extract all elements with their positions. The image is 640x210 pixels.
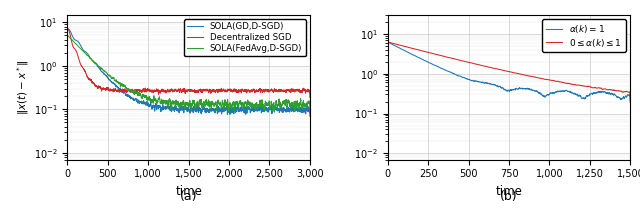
SOLA(GD,D-SGD) bbox=[306, 115, 314, 117]
SOLA(GD,D-SGD) bbox=[275, 108, 283, 111]
$\alpha(k) = 1$ bbox=[492, 84, 500, 87]
SOLA(FedAvg,D-SGD) bbox=[275, 98, 283, 101]
X-axis label: time: time bbox=[495, 185, 522, 198]
Line: $\alpha(k) = 1$: $\alpha(k) = 1$ bbox=[388, 42, 630, 102]
SOLA(FedAvg,D-SGD) bbox=[91, 61, 99, 64]
Decentralized SGD bbox=[301, 89, 309, 92]
Decentralized SGD bbox=[63, 27, 71, 30]
Decentralized SGD bbox=[106, 89, 113, 92]
$\alpha(k) = 1$ bbox=[627, 101, 634, 104]
SOLA(FedAvg,D-SGD) bbox=[225, 111, 232, 113]
$0 \leq \alpha(k) \leq 1$ bbox=[627, 99, 634, 102]
Legend: SOLA(GD,D-SGD), Decentralized SGD, SOLA(FedAvg,D-SGD): SOLA(GD,D-SGD), Decentralized SGD, SOLA(… bbox=[184, 19, 306, 56]
SOLA(GD,D-SGD) bbox=[167, 105, 175, 107]
SOLA(FedAvg,D-SGD) bbox=[167, 102, 175, 105]
$0 \leq \alpha(k) \leq 1$ bbox=[385, 41, 392, 43]
SOLA(GD,D-SGD) bbox=[106, 79, 113, 81]
SOLA(FedAvg,D-SGD) bbox=[306, 110, 314, 113]
Text: (a): (a) bbox=[180, 190, 197, 203]
SOLA(FedAvg,D-SGD) bbox=[106, 74, 113, 76]
$\alpha(k) = 1$ bbox=[522, 87, 530, 90]
SOLA(FedAvg,D-SGD) bbox=[301, 105, 309, 108]
Line: $0 \leq \alpha(k) \leq 1$: $0 \leq \alpha(k) \leq 1$ bbox=[388, 42, 630, 100]
$\alpha(k) = 1$ bbox=[496, 85, 504, 88]
Line: Decentralized SGD: Decentralized SGD bbox=[67, 28, 310, 97]
$0 \leq \alpha(k) \leq 1$ bbox=[522, 74, 530, 77]
$\alpha(k) = 1$ bbox=[403, 50, 410, 53]
Decentralized SGD bbox=[63, 40, 71, 43]
Line: SOLA(GD,D-SGD): SOLA(GD,D-SGD) bbox=[67, 29, 310, 116]
Decentralized SGD bbox=[91, 84, 99, 87]
Y-axis label: $\|x(t) - x^*\|$: $\|x(t) - x^*\|$ bbox=[15, 59, 31, 115]
$\alpha(k) = 1$ bbox=[487, 83, 495, 85]
Decentralized SGD bbox=[275, 90, 283, 93]
SOLA(GD,D-SGD) bbox=[91, 62, 99, 65]
SOLA(GD,D-SGD) bbox=[63, 28, 71, 30]
Legend: $\alpha(k) = 1$, $0 \leq \alpha(k) \leq 1$: $\alpha(k) = 1$, $0 \leq \alpha(k) \leq … bbox=[542, 19, 626, 52]
Decentralized SGD bbox=[157, 91, 164, 94]
Text: (b): (b) bbox=[500, 190, 518, 203]
Line: SOLA(FedAvg,D-SGD): SOLA(FedAvg,D-SGD) bbox=[67, 35, 310, 112]
SOLA(FedAvg,D-SGD) bbox=[157, 101, 164, 104]
SOLA(FedAvg,D-SGD) bbox=[63, 47, 71, 50]
X-axis label: time: time bbox=[175, 185, 202, 198]
SOLA(GD,D-SGD) bbox=[63, 41, 71, 43]
$0 \leq \alpha(k) \leq 1$ bbox=[403, 46, 410, 48]
$\alpha(k) = 1$ bbox=[384, 50, 392, 52]
SOLA(GD,D-SGD) bbox=[157, 106, 164, 108]
$\alpha(k) = 1$ bbox=[413, 55, 420, 58]
$0 \leq \alpha(k) \leq 1$ bbox=[413, 48, 420, 51]
SOLA(GD,D-SGD) bbox=[301, 106, 309, 109]
$0 \leq \alpha(k) \leq 1$ bbox=[492, 67, 500, 70]
SOLA(FedAvg,D-SGD) bbox=[64, 34, 72, 37]
$0 \leq \alpha(k) \leq 1$ bbox=[496, 68, 504, 71]
$\alpha(k) = 1$ bbox=[384, 41, 392, 43]
$0 \leq \alpha(k) \leq 1$ bbox=[384, 53, 392, 55]
Decentralized SGD bbox=[167, 88, 175, 91]
$0 \leq \alpha(k) \leq 1$ bbox=[487, 66, 495, 69]
Decentralized SGD bbox=[306, 96, 314, 99]
